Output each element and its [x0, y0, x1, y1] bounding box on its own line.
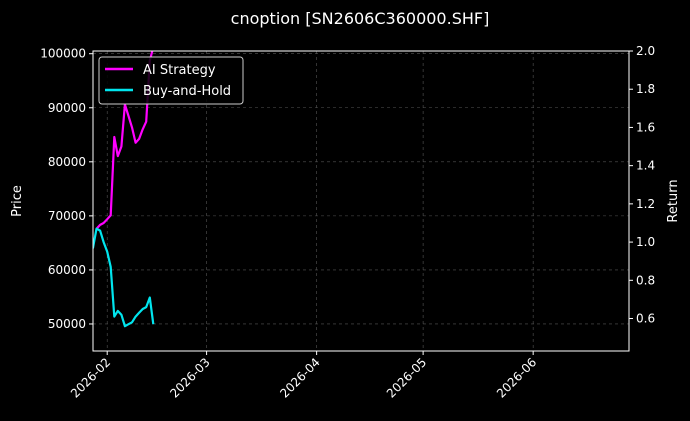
y-tick-label: 90000 [48, 101, 86, 115]
plot-frame [92, 50, 630, 352]
legend-label-buy-and-hold: Buy-and-Hold [143, 84, 231, 99]
legend: AI Strategy Buy-and-Hold [98, 56, 244, 105]
y2-tick-label: 1.6 [636, 120, 655, 134]
y2-tick-label: 1.0 [636, 235, 655, 249]
x-tick-label: 2026-03 [167, 355, 212, 400]
y-tick-label: 60000 [48, 263, 86, 277]
y2-tick-label: 2.0 [636, 44, 655, 58]
x-tick-label: 2026-02 [68, 355, 113, 400]
x-tick-label: 2026-06 [494, 355, 539, 400]
chart-title: cnoption [SN2606C360000.SHF] [231, 9, 490, 28]
y-tick-label: 70000 [48, 209, 86, 223]
y2-tick-label: 1.8 [636, 82, 655, 96]
y-axis-label: Price [10, 185, 25, 217]
y-tick-label: 80000 [48, 155, 86, 169]
legend-box [98, 56, 244, 105]
series-line-buy-and-hold [93, 227, 155, 328]
legend-label-ai-strategy: AI Strategy [143, 63, 216, 78]
y-tick-label: 100000 [40, 47, 86, 61]
y2-axis-label: Return [666, 179, 681, 222]
y2-tick-label: 1.2 [636, 197, 655, 211]
y2-tick-label: 1.4 [636, 159, 655, 173]
x-tick-label: 2026-05 [384, 355, 429, 400]
grid-layer [93, 51, 629, 351]
y2-tick-label: 0.8 [636, 273, 655, 287]
y2-tick-label: 0.6 [636, 312, 655, 326]
y-tick-label: 50000 [48, 317, 86, 331]
x-tick-label: 2026-04 [277, 355, 322, 400]
